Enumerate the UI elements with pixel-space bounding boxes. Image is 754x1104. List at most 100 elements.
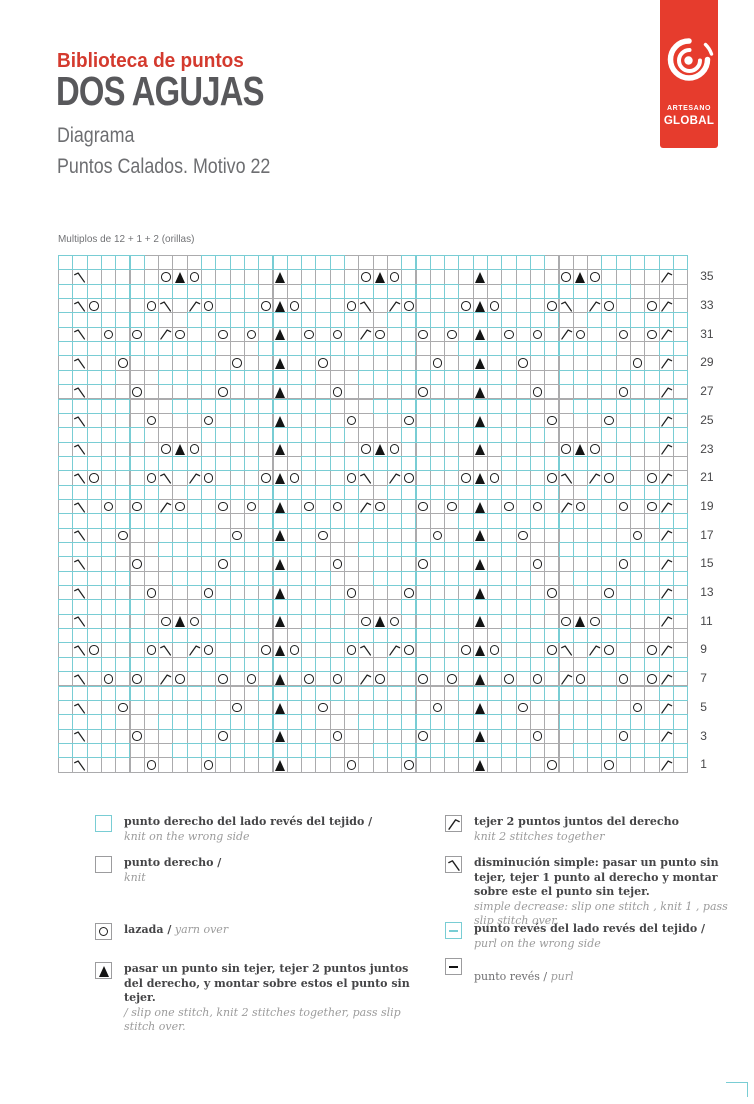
chart-cell <box>615 699 631 716</box>
simple-decrease-icon <box>74 760 86 771</box>
chart-cell <box>429 341 446 357</box>
chart-cell-simple-decrease <box>72 613 88 630</box>
chart-cell <box>143 613 160 630</box>
chart-cell-knit-ws <box>658 714 674 730</box>
chart-cell-knit-ws <box>86 628 102 644</box>
chart-cell-knit-ws <box>458 570 474 587</box>
chart-cell-knit-ws <box>587 398 603 414</box>
chart-cell-yarn-over <box>86 298 102 314</box>
chart-cell <box>129 699 145 716</box>
chart-cell <box>372 412 388 429</box>
chart-cell-yarn-over <box>415 384 431 400</box>
chart-cell <box>544 527 560 543</box>
chart-cell <box>301 384 317 400</box>
chart-cell <box>172 412 188 429</box>
chart-cell <box>458 527 474 543</box>
chart-cell <box>386 585 403 601</box>
chart-cell <box>458 283 474 300</box>
chart-cell <box>444 527 460 543</box>
chart-cell-knit-ws <box>515 685 531 701</box>
chart-cell-knit-ws <box>386 513 403 529</box>
chart-cell <box>229 341 245 357</box>
chart-cell-double-decrease <box>272 556 288 572</box>
chart-cell-yarn-over <box>372 671 388 687</box>
chart-cell-knit-ws <box>386 685 403 701</box>
chart-cell-k2tog <box>658 613 674 630</box>
chart-cell-yarn-over <box>615 671 631 687</box>
chart-cell <box>487 628 503 644</box>
chart-cell-knit-ws <box>129 685 145 701</box>
chart-cell-knit-ws <box>672 484 689 500</box>
chart-cell-yarn-over <box>129 498 145 515</box>
yarn-over-icon <box>532 559 543 569</box>
chart-cell <box>100 556 117 572</box>
yarn-over-icon <box>289 300 300 311</box>
chart-cell <box>158 398 174 414</box>
chart-cell <box>201 728 217 744</box>
chart-cell <box>587 326 603 343</box>
chart-cell <box>115 369 131 386</box>
chart-cell-knit-ws <box>229 570 245 587</box>
chart-cell-k2tog <box>358 498 374 515</box>
yarn-over-icon <box>175 329 185 340</box>
chart-cell-knit-ws <box>515 513 531 529</box>
chart-cell <box>429 326 446 343</box>
chart-cell-knit-ws <box>444 398 460 414</box>
chart-cell <box>215 642 231 658</box>
chart-cell-yarn-over <box>86 642 102 658</box>
yarn-over-icon <box>375 501 386 512</box>
chart-cell <box>501 298 517 314</box>
chart-cell-double-decrease <box>472 642 488 658</box>
chart-cell-knit-ws <box>115 570 131 587</box>
simple-decrease-icon <box>560 301 572 312</box>
chart-cell-knit-ws <box>572 742 589 759</box>
chart-cell <box>258 556 274 572</box>
chart-cell-yarn-over <box>215 556 231 572</box>
chart-cell-knit-ws <box>301 341 317 357</box>
chart-cell-yarn-over <box>544 470 560 486</box>
chart-cell-knit-ws <box>243 742 260 759</box>
chart-cell-yarn-over <box>172 498 188 515</box>
chart-cell <box>386 699 403 716</box>
chart-cell-knit-ws <box>487 255 503 271</box>
chart-cell-knit-ws <box>558 714 574 730</box>
yarn-over-icon <box>589 272 600 282</box>
chart-cell-yarn-over <box>444 326 460 343</box>
row-number-label: 9 <box>700 642 707 657</box>
chart-cell <box>229 412 245 429</box>
chart-cell <box>515 412 531 429</box>
chart-cell-knit-ws <box>615 656 631 673</box>
chart-cell-knit-ws <box>201 312 217 328</box>
chart-cell-knit-ws <box>558 628 574 644</box>
yarn-over-icon <box>532 329 543 340</box>
chart-cell <box>129 585 145 601</box>
chart-cell-knit-ws <box>329 255 345 271</box>
chart-cell-knit-ws <box>487 427 503 443</box>
chart-cell-knit-ws <box>544 455 560 472</box>
chart-cell-knit-ws <box>601 283 617 300</box>
chart-cell-knit-ws <box>100 570 117 587</box>
chart-cell-k2tog <box>658 470 674 486</box>
chart-cell-knit-ws <box>615 599 631 615</box>
legend-text-en: purl on the wrong side <box>474 936 601 950</box>
chart-cell <box>487 757 503 773</box>
k2tog-icon <box>389 473 401 484</box>
chart-cell <box>644 455 660 472</box>
chart-cell <box>572 298 589 314</box>
yarn-over-icon <box>132 731 142 742</box>
chart-cell <box>286 498 303 515</box>
chart-cell-double-decrease <box>272 326 288 343</box>
chart-cell-yarn-over <box>587 269 603 285</box>
yarn-over-icon <box>404 300 414 311</box>
chart-cell <box>286 671 303 687</box>
chart-cell <box>258 628 274 644</box>
chart-cell <box>401 498 417 515</box>
chart-cell <box>344 570 360 587</box>
chart-cell <box>601 355 617 371</box>
chart-cell <box>358 599 374 615</box>
chart-cell <box>444 441 460 457</box>
chart-cell <box>672 642 689 658</box>
chart-cell <box>258 498 274 515</box>
chart-cell-double-decrease <box>272 671 288 687</box>
chart-cell-knit-ws <box>401 341 417 357</box>
